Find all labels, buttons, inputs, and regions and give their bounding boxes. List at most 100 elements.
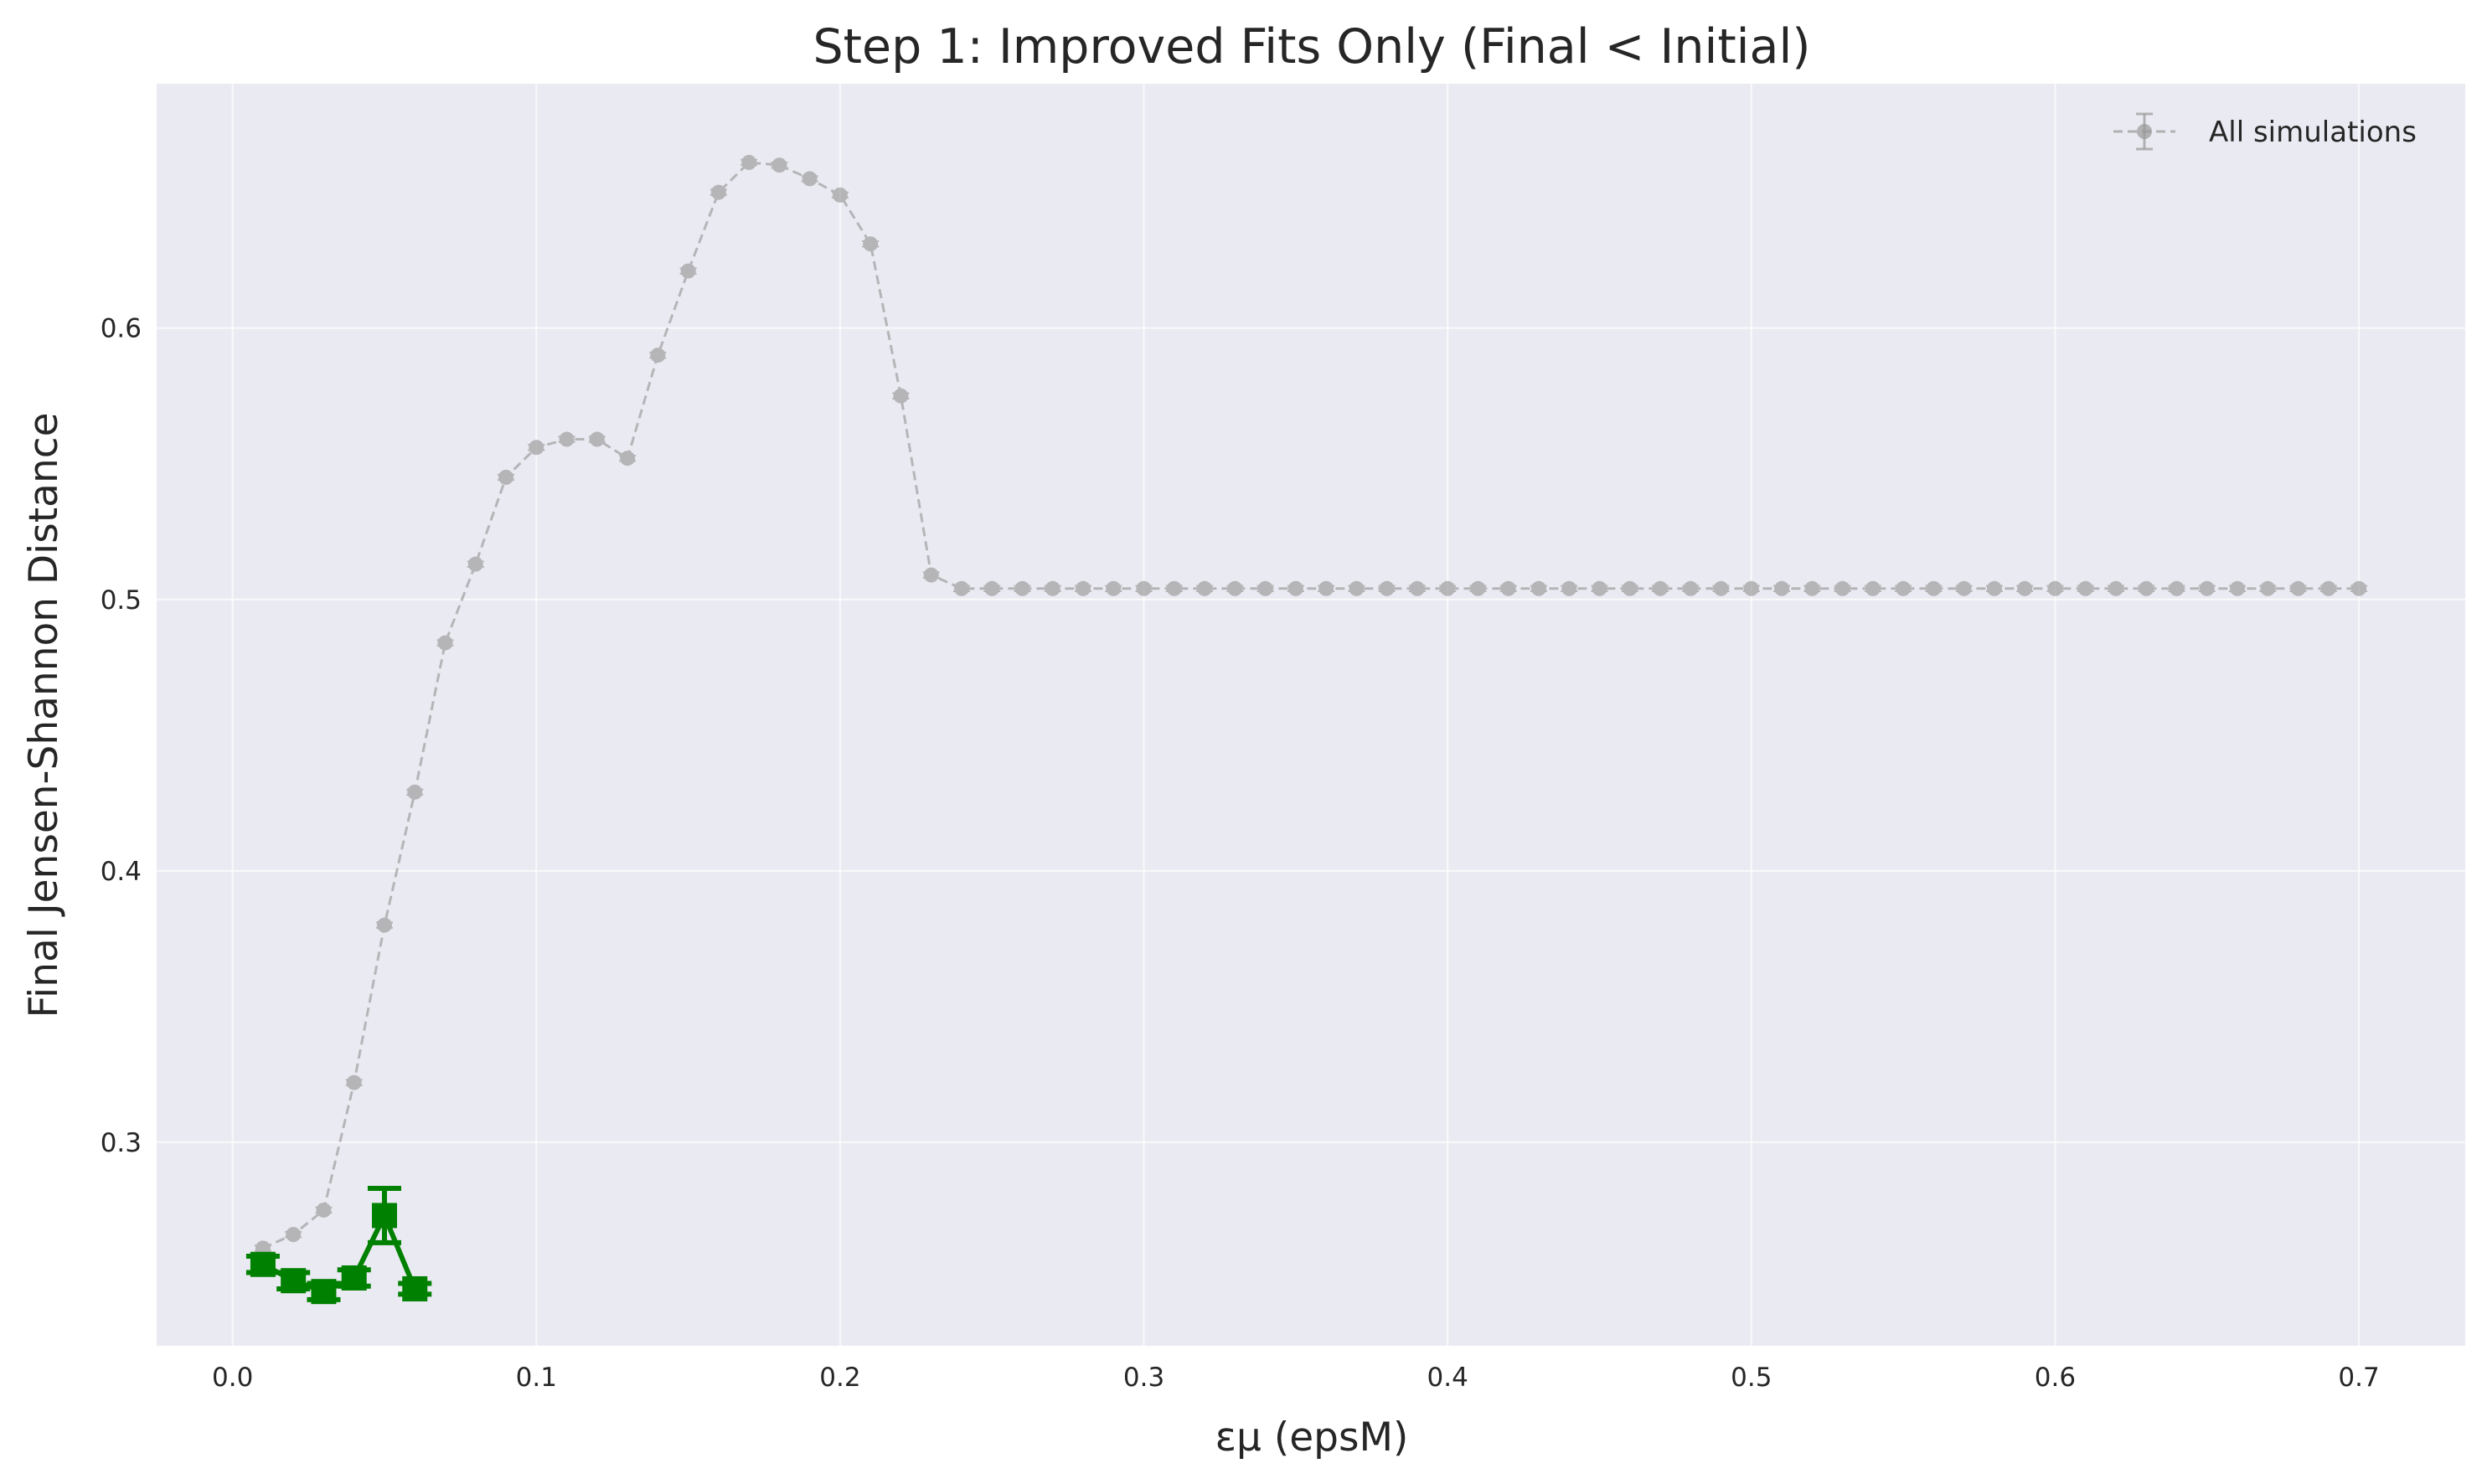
plot-area (157, 84, 2465, 1346)
data-point (1166, 580, 1182, 596)
data-point (741, 154, 757, 170)
data-point (2108, 580, 2123, 596)
data-point (2260, 580, 2276, 596)
data-point (680, 263, 696, 279)
x-tick-label: 0.2 (819, 1363, 860, 1393)
data-point (1379, 580, 1395, 596)
x-axis-ticks: 0.0 0.1 0.2 0.3 0.4 0.5 0.6 0.7 (212, 1363, 2380, 1393)
data-point (371, 1203, 397, 1229)
data-point (2047, 580, 2063, 596)
data-point (1470, 580, 1486, 596)
data-point (802, 171, 818, 187)
data-point (1349, 580, 1365, 596)
data-point (1956, 580, 1972, 596)
data-point (2351, 580, 2367, 596)
data-point (1683, 580, 1699, 596)
data-point (2139, 580, 2154, 596)
data-point (589, 431, 605, 447)
data-point (1834, 580, 1850, 596)
data-point (620, 451, 636, 466)
data-point (1561, 580, 1577, 596)
data-point (1926, 580, 1942, 596)
y-tick-label: 0.3 (101, 1128, 142, 1158)
data-point (1045, 580, 1060, 596)
data-point (1986, 580, 2002, 596)
data-point (2320, 580, 2336, 596)
data-point (1500, 580, 1516, 596)
data-point (437, 635, 453, 651)
x-tick-label: 0.4 (1427, 1363, 1468, 1393)
x-tick-label: 0.1 (516, 1363, 557, 1393)
data-point (1530, 580, 1546, 596)
y-axis-ticks: 0.3 0.4 0.5 0.6 (101, 314, 142, 1158)
data-point (710, 184, 726, 200)
data-point (250, 1251, 276, 1277)
data-point (2077, 580, 2093, 596)
data-point (1076, 580, 1091, 596)
data-point (1197, 580, 1213, 596)
x-tick-label: 0.3 (1123, 1363, 1164, 1393)
grid (157, 84, 2465, 1346)
data-point (341, 1265, 367, 1291)
data-point (1865, 580, 1881, 596)
data-point (953, 580, 969, 596)
data-point (1774, 580, 1790, 596)
x-tick-label: 0.0 (212, 1363, 253, 1393)
data-point (1743, 580, 1759, 596)
data-point (467, 556, 483, 572)
x-axis-title: εμ (epsM) (1215, 1414, 1409, 1461)
data-point (311, 1279, 337, 1305)
data-point (1257, 580, 1273, 596)
data-point (498, 469, 514, 485)
data-point (1136, 580, 1152, 596)
data-point (529, 440, 544, 456)
data-point (316, 1202, 332, 1218)
data-point (1713, 580, 1729, 596)
plot-series (245, 154, 2368, 1305)
data-point (771, 157, 787, 173)
x-tick-label: 0.6 (2035, 1363, 2076, 1393)
series-improved-fits (245, 1186, 432, 1305)
data-point (923, 567, 939, 583)
data-point (1653, 580, 1669, 596)
x-tick-label: 0.7 (2338, 1363, 2379, 1393)
data-point (2169, 580, 2185, 596)
data-point (893, 388, 909, 404)
data-point (346, 1074, 362, 1090)
data-point (832, 187, 848, 203)
data-point (1622, 580, 1638, 596)
series-all-simulations (254, 154, 2368, 1256)
data-point (286, 1227, 302, 1243)
data-point (1409, 580, 1425, 596)
y-tick-label: 0.5 (101, 585, 142, 616)
data-point (863, 236, 879, 252)
legend-marker-sample (2137, 124, 2152, 139)
data-point (650, 348, 666, 363)
x-tick-label: 0.5 (1731, 1363, 1772, 1393)
data-point (1014, 580, 1030, 596)
series-line-all-simulations (262, 161, 2360, 1250)
y-tick-label: 0.6 (101, 314, 142, 344)
data-point (1896, 580, 1912, 596)
data-point (2290, 580, 2306, 596)
data-point (1106, 580, 1122, 596)
data-point (1804, 580, 1820, 596)
data-point (402, 1275, 428, 1301)
data-point (376, 917, 392, 933)
legend: All simulations (2113, 112, 2417, 151)
legend-label-all-simulations: All simulations (2209, 116, 2417, 149)
data-point (984, 580, 1000, 596)
data-point (1592, 580, 1607, 596)
data-point (2199, 580, 2215, 596)
data-point (2230, 580, 2246, 596)
data-point (1287, 580, 1303, 596)
data-point (2017, 580, 2033, 596)
data-point (281, 1268, 307, 1294)
y-axis-title: Final Jensen-Shannon Distance (21, 413, 67, 1018)
data-point (1227, 580, 1243, 596)
data-point (1440, 580, 1456, 596)
chart-title: Step 1: Improved Fits Only (Final < Init… (813, 19, 1810, 75)
y-tick-label: 0.4 (101, 857, 142, 887)
data-point (407, 784, 423, 800)
